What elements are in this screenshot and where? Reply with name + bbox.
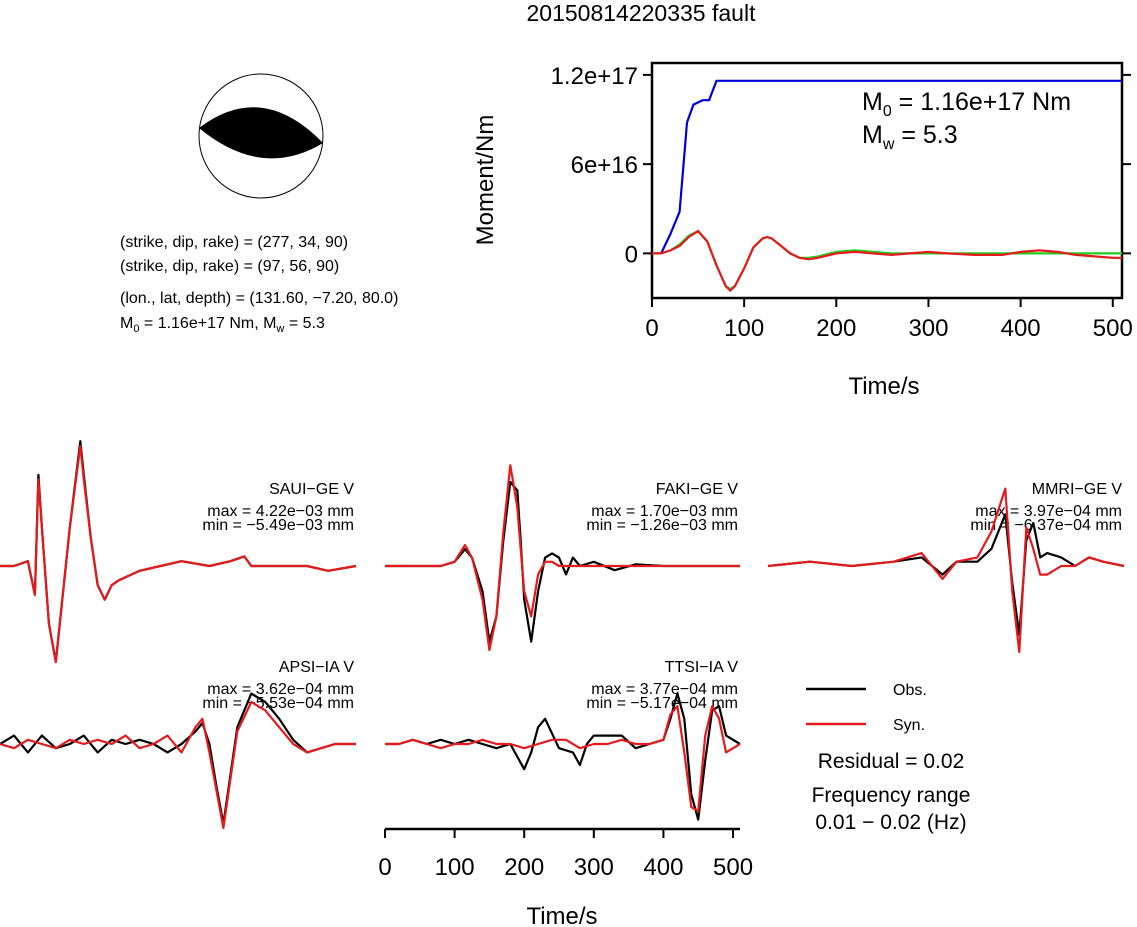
m0-subscript: 0 [133, 323, 139, 335]
station-label: FAKI−GE V [656, 481, 739, 498]
waveform-xtick-label: 400 [643, 854, 683, 881]
station-min: min = −5.49e−03 mm [202, 517, 354, 534]
moment-xtick-label: 0 [645, 315, 658, 342]
station-max: max = 3.77e−04 mm [591, 681, 738, 698]
station-min: min = −5.17e−04 mm [586, 695, 738, 712]
location-text: (lon., lat, depth) = (131.60, −7.20, 80.… [120, 290, 398, 307]
observed-trace [0, 692, 356, 825]
synthetic-trace [385, 464, 740, 652]
m0-label-sub: 0 [883, 103, 892, 120]
waveform-xlabel: Time/s [526, 903, 597, 927]
synthetic-trace [385, 705, 741, 813]
moment-xlabel: Time/s [848, 373, 919, 400]
m0-symbol: M [120, 315, 133, 332]
legend: Obs. Syn. Residual = 0.02 Frequency rang… [806, 682, 970, 834]
mw-label: M [862, 121, 883, 149]
moment-mw-annotation: Mw = 5.3 [862, 121, 958, 153]
legend-obs-label: Obs. [893, 682, 927, 699]
frequency-value: 0.01 − 0.02 (Hz) [815, 811, 966, 834]
station-max: max = 3.62e−04 mm [207, 681, 354, 698]
beachball-icon [198, 73, 324, 199]
observed-trace [0, 440, 357, 664]
observed-trace [385, 692, 741, 821]
moment-plot-frame [650, 61, 1124, 300]
waveform-xtick-label: 500 [713, 854, 753, 881]
synthetic-trace [0, 700, 356, 830]
station-label: TTSI−IA V [665, 659, 739, 676]
synthetic-trace [767, 487, 1125, 654]
legend-syn-label: Syn. [893, 717, 925, 734]
station-max: max = 3.97e−04 mm [975, 503, 1122, 520]
m0-value: = 1.16e+17 Nm, M [139, 315, 276, 332]
plane2-text: (strike, dip, rake) = (97, 56, 90) [120, 258, 339, 275]
station-label: MMRI−GE V [1032, 481, 1123, 498]
frequency-title: Frequency range [812, 784, 971, 807]
figure-title: 20150814220335 fault [527, 0, 757, 26]
station-label: APSI−IA V [279, 659, 354, 676]
residual-text: Residual = 0.02 [818, 750, 965, 773]
m0-label-value: = 1.16e+17 Nm [892, 88, 1071, 116]
m0-label: M [862, 88, 883, 116]
station-label: SAUI−GE V [269, 481, 354, 498]
mw-subscript: w [275, 323, 284, 335]
moment-rate-plot: 0 100 200 300 400 500 0 6e+16 1.2e+17 Time/s Mom… [472, 61, 1133, 400]
waveform-xtick-label: 0 [378, 854, 391, 881]
waveform-xtick-label: 300 [574, 854, 614, 881]
moment-xtick-label: 200 [816, 315, 856, 342]
synthetic-trace [0, 444, 357, 664]
moment-summary-text: M0 = 1.16e+17 Nm, Mw = 5.3 [120, 315, 325, 335]
moment-ytick-label: 0 [625, 241, 638, 268]
moment-m0-annotation: M0 = 1.16e+17 Nm [862, 88, 1071, 120]
waveform-time-axis: 0 100 200 300 400 500 [378, 827, 753, 881]
moment-series-line-0 [652, 79, 1122, 255]
station-min: min = −5.53e−04 mm [202, 695, 354, 712]
moment-xtick-label: 300 [908, 315, 948, 342]
mw-label-value: = 5.3 [894, 121, 957, 149]
moment-xtick-label: 100 [724, 315, 764, 342]
moment-xtick-label: 400 [1001, 315, 1041, 342]
plane1-text: (strike, dip, rake) = (277, 34, 90) [120, 234, 348, 251]
moment-ytick-label: 1.2e+17 [551, 63, 638, 90]
moment-ytick-label: 6e+16 [571, 152, 638, 179]
station-max: max = 4.22e−03 mm [207, 503, 354, 520]
mw-value: = 5.3 [284, 315, 325, 332]
moment-series-line-2 [652, 229, 1122, 293]
waveform-xtick-label: 100 [435, 854, 475, 881]
mw-label-sub: w [882, 136, 895, 153]
waveform-xtick-label: 200 [504, 854, 544, 881]
station-min: min = −1.26e−03 mm [586, 517, 738, 534]
station-max: max = 1.70e−03 mm [591, 503, 738, 520]
moment-ylabel: Moment/Nm [472, 115, 499, 246]
moment-xtick-label: 500 [1093, 315, 1133, 342]
